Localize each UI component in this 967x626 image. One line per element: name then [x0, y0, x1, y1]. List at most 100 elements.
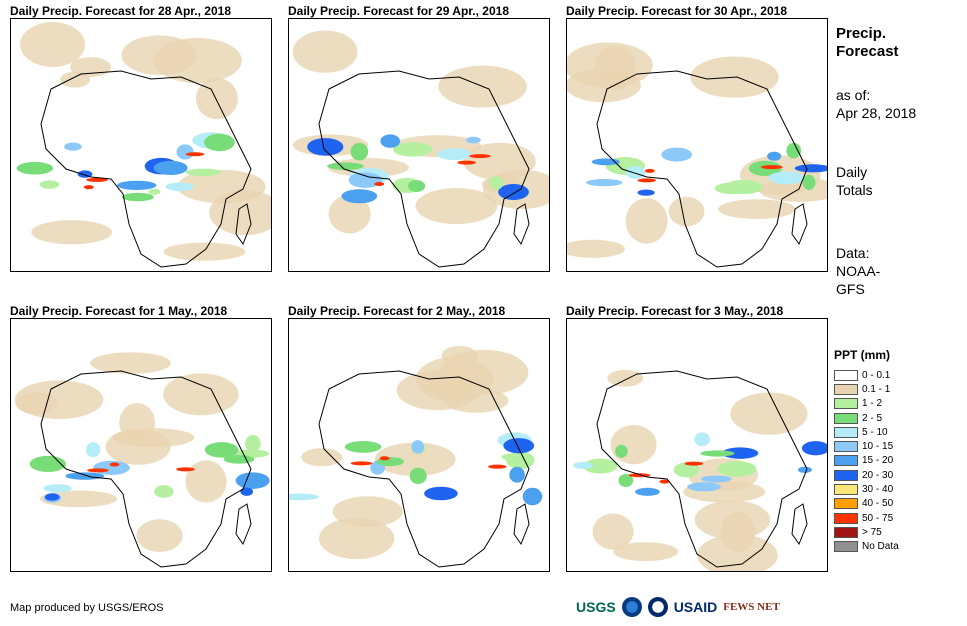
rain-area	[724, 179, 764, 195]
rain-area	[591, 158, 620, 166]
rain-area	[411, 440, 425, 454]
forecast-panel-2: Daily Precip. Forecast for 29 Apr., 2018	[288, 4, 550, 272]
rain-area	[289, 493, 319, 501]
rain-area	[503, 438, 535, 454]
data-line: Data:	[836, 245, 870, 261]
legend-label: > 75	[862, 526, 882, 538]
legend-label: 20 - 30	[862, 469, 894, 481]
rain-area	[176, 144, 194, 160]
rain-area	[117, 180, 157, 190]
rain-area	[586, 179, 623, 187]
legend-item: No Data	[834, 540, 964, 554]
noaa-logo-icon	[621, 597, 642, 617]
precip-map	[566, 318, 828, 572]
usaid-seal-icon	[647, 597, 668, 617]
dry-area	[668, 196, 705, 227]
rain-area	[802, 174, 816, 191]
rain-area	[637, 189, 655, 196]
madagascar-outline	[235, 503, 252, 546]
asof-value: Apr 28, 2018	[836, 105, 917, 121]
rain-area	[154, 485, 174, 498]
forecast-panel-6: Daily Precip. Forecast for 3 May., 2018	[566, 304, 828, 572]
madagascar-outline	[513, 503, 530, 546]
heavy-rain-spot	[374, 182, 385, 187]
heavy-rain-spot	[637, 178, 656, 183]
rain-area	[344, 440, 382, 453]
rain-area	[121, 192, 154, 202]
legend-swatch	[834, 441, 858, 453]
as-of-date: as of: Apr 28, 2018	[836, 86, 916, 122]
dry-area	[318, 517, 395, 560]
title-line: Precip.	[836, 25, 887, 42]
legend-item: 2 - 5	[834, 411, 964, 425]
usaid-logo: USAID	[673, 599, 718, 615]
dry-area	[105, 428, 171, 465]
dry-area	[415, 187, 498, 225]
heavy-rain-spot	[87, 468, 109, 473]
rain-area	[43, 484, 72, 493]
rain-area	[153, 160, 188, 176]
legend-item: 15 - 20	[834, 454, 964, 468]
rain-area	[185, 168, 222, 177]
rain-area	[327, 162, 364, 170]
legend-label: 15 - 20	[862, 455, 894, 467]
dry-area	[332, 496, 403, 527]
rain-area	[64, 142, 82, 151]
dry-area	[328, 194, 371, 234]
legend-label: 10 - 15	[862, 441, 894, 453]
dry-area	[301, 448, 343, 467]
rain-area	[615, 444, 628, 458]
rain-area	[794, 164, 827, 173]
heavy-rain-spot	[86, 177, 108, 182]
dry-area	[730, 392, 808, 435]
legend-swatch	[834, 398, 858, 410]
rain-area	[767, 151, 782, 161]
panel-title: Daily Precip. Forecast for 28 Apr., 2018	[10, 4, 231, 18]
dry-area	[119, 403, 156, 443]
dry-area	[567, 239, 625, 258]
legend-swatch	[834, 484, 858, 496]
legend-item: 30 - 40	[834, 482, 964, 496]
panel-title: Daily Precip. Forecast for 2 May., 2018	[288, 304, 506, 318]
forecast-panel-3: Daily Precip. Forecast for 30 Apr., 2018	[566, 4, 828, 272]
dry-area	[718, 199, 796, 220]
rain-area	[673, 462, 700, 478]
rain-area	[409, 467, 427, 485]
precip-map	[566, 18, 828, 272]
rain-area	[437, 148, 472, 161]
legend-item: 10 - 15	[834, 439, 964, 453]
legend-item: 5 - 10	[834, 425, 964, 439]
rain-area	[801, 441, 827, 456]
heavy-rain-spot	[469, 154, 491, 159]
dry-area	[374, 442, 456, 476]
dry-area	[20, 22, 86, 68]
africa-outline	[318, 370, 530, 568]
heavy-rain-spot	[488, 464, 507, 469]
rain-area	[635, 487, 660, 496]
dry-area	[441, 345, 478, 366]
africa-outline	[596, 370, 808, 568]
heavy-rain-spot	[760, 165, 783, 170]
totals-line: Daily	[836, 164, 868, 180]
rain-area	[509, 466, 525, 483]
dry-area	[423, 368, 470, 399]
dry-area	[31, 220, 113, 245]
rain-area	[717, 461, 757, 477]
panel-title: Daily Precip. Forecast for 29 Apr., 2018	[288, 4, 509, 18]
legend-item: 1 - 2	[834, 397, 964, 411]
legend-label: 5 - 10	[862, 426, 888, 438]
legend-swatch	[834, 512, 858, 524]
dry-area	[121, 35, 197, 76]
rain-area	[240, 487, 254, 496]
title-line: Forecast	[836, 43, 899, 60]
legend-title: PPT (mm)	[834, 348, 891, 362]
dry-area	[697, 534, 778, 571]
africa-outline	[40, 70, 252, 268]
heavy-rain-spot	[659, 479, 670, 484]
rain-area	[618, 474, 634, 487]
legend-swatch	[834, 383, 858, 395]
dry-area	[39, 490, 118, 508]
dry-area	[592, 513, 634, 550]
heavy-rain-spot	[350, 461, 373, 466]
madagascar-outline	[235, 203, 252, 246]
